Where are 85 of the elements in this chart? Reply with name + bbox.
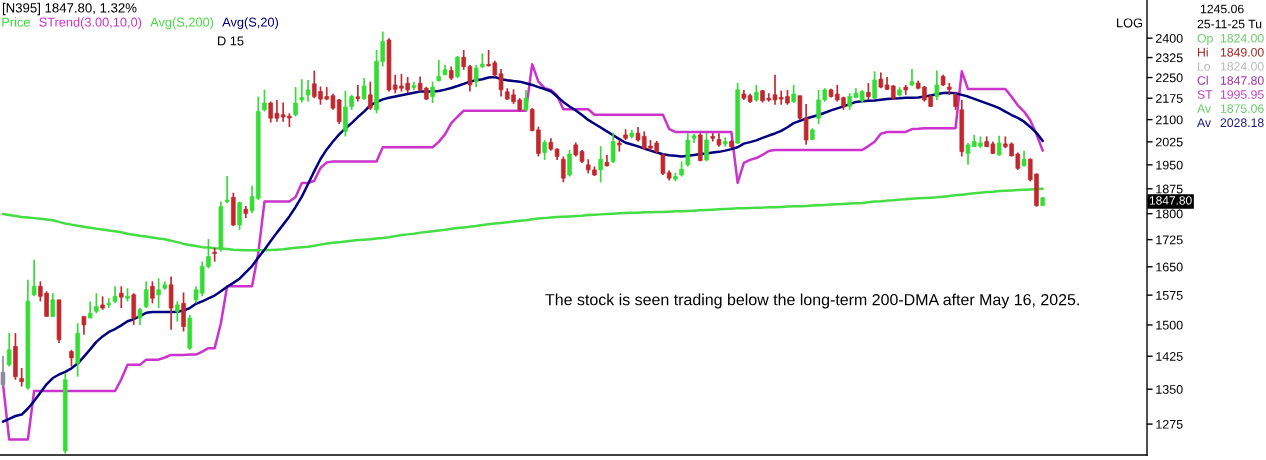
annotation: D 15 bbox=[218, 36, 244, 46]
candlestick bbox=[237, 200, 242, 231]
candlestick bbox=[119, 285, 124, 309]
candlestick bbox=[156, 277, 161, 309]
y-tick-label: 2250 bbox=[1155, 73, 1183, 83]
category-label: Hi bbox=[1198, 47, 1208, 57]
text: 1824.00 bbox=[1220, 62, 1264, 71]
candlestick bbox=[561, 155, 566, 184]
candlestick bbox=[305, 79, 311, 103]
candlestick bbox=[131, 292, 137, 326]
y-tick-label: 1275 bbox=[1156, 419, 1183, 429]
y-tick-label: 2025 bbox=[1155, 137, 1183, 147]
text: 25-11-25 Tu bbox=[1197, 19, 1262, 29]
y-tick-label: 1800 bbox=[1156, 209, 1183, 219]
candlestick bbox=[704, 132, 709, 163]
candlestick bbox=[355, 84, 361, 103]
text: 1995.95 bbox=[1220, 90, 1264, 99]
y-tick-label: 2325 bbox=[1155, 53, 1183, 63]
text: 1847.80 bbox=[1220, 76, 1264, 85]
chart-title: [N395] 1847.80, 1.32% bbox=[2, 2, 137, 16]
y-tick-label: 1725 bbox=[1156, 235, 1183, 245]
candlestick bbox=[361, 77, 367, 101]
y-tick-label: 1350 bbox=[1156, 385, 1183, 394]
text: Avg(S,200) bbox=[150, 17, 214, 30]
y-tick-label: 1500 bbox=[1156, 320, 1183, 330]
y-tick-label: 2400 bbox=[1155, 33, 1183, 43]
candlestick bbox=[598, 145, 603, 184]
candlestick bbox=[368, 80, 373, 111]
y-tick-label: 2100 bbox=[1155, 115, 1183, 125]
category-label: Lo bbox=[1198, 62, 1211, 71]
candlestick bbox=[610, 131, 616, 164]
candlestick bbox=[455, 55, 460, 79]
candlestick bbox=[567, 149, 572, 178]
category-label: Av bbox=[1197, 118, 1212, 127]
candlestick bbox=[50, 292, 56, 318]
candlestick bbox=[953, 90, 958, 111]
text: Avg(S,20) bbox=[222, 17, 279, 30]
category-label: Cl bbox=[1197, 75, 1208, 85]
candlestick bbox=[473, 64, 479, 88]
category-label: Av bbox=[1197, 104, 1212, 113]
y-tick-label: 1575 bbox=[1156, 291, 1183, 300]
candlestick bbox=[168, 275, 174, 331]
text: 1875.06 bbox=[1220, 104, 1264, 113]
text: 1245.06 bbox=[1200, 4, 1244, 14]
candlestick bbox=[150, 280, 155, 305]
candlestick bbox=[293, 86, 298, 118]
category-label: Op bbox=[1197, 33, 1213, 45]
candlestick bbox=[94, 292, 99, 315]
candlestick bbox=[872, 70, 877, 100]
y-tick-label: 1875 bbox=[1156, 184, 1183, 194]
candlestick bbox=[143, 280, 149, 309]
y-tick-label: 2175 bbox=[1155, 94, 1183, 103]
candlestick bbox=[212, 247, 217, 263]
y-tick-label: 1650 bbox=[1156, 262, 1183, 272]
candlestick bbox=[791, 84, 796, 104]
text: 1847.80 bbox=[1149, 196, 1192, 205]
text: 1849.00 bbox=[1220, 48, 1264, 57]
candlestick bbox=[430, 80, 435, 104]
category-label: ST bbox=[1197, 90, 1213, 99]
text: LOG bbox=[1117, 18, 1143, 28]
candlestick bbox=[542, 139, 547, 161]
text: 2028.18 bbox=[1220, 118, 1264, 127]
text: STrend(3.00,10,0) bbox=[39, 17, 142, 30]
candlestick bbox=[262, 89, 267, 113]
line-series bbox=[1, 187, 1044, 252]
candlestick bbox=[19, 367, 24, 388]
candlestick bbox=[6, 332, 12, 368]
candlestick bbox=[797, 94, 803, 121]
candlestick bbox=[299, 78, 305, 104]
candlestick bbox=[803, 103, 809, 146]
candlestick bbox=[934, 69, 940, 101]
candlestick bbox=[31, 258, 37, 298]
candlestick bbox=[996, 135, 1002, 157]
y-tick-label: 1425 bbox=[1156, 352, 1183, 361]
candlestick bbox=[81, 315, 87, 336]
candlestick bbox=[436, 59, 442, 83]
candlestick bbox=[175, 300, 180, 323]
text: 1824.00 bbox=[1220, 33, 1264, 43]
candlestick bbox=[224, 175, 230, 205]
text: Price bbox=[2, 17, 30, 27]
candlestick bbox=[181, 291, 186, 333]
y-tick-label: 1950 bbox=[1156, 160, 1183, 170]
annotation: The stock is seen trading below the long-term 200-DMA after May 16, 2025. bbox=[545, 293, 1079, 309]
candlestick bbox=[523, 89, 529, 112]
candlestick bbox=[0, 354, 6, 388]
